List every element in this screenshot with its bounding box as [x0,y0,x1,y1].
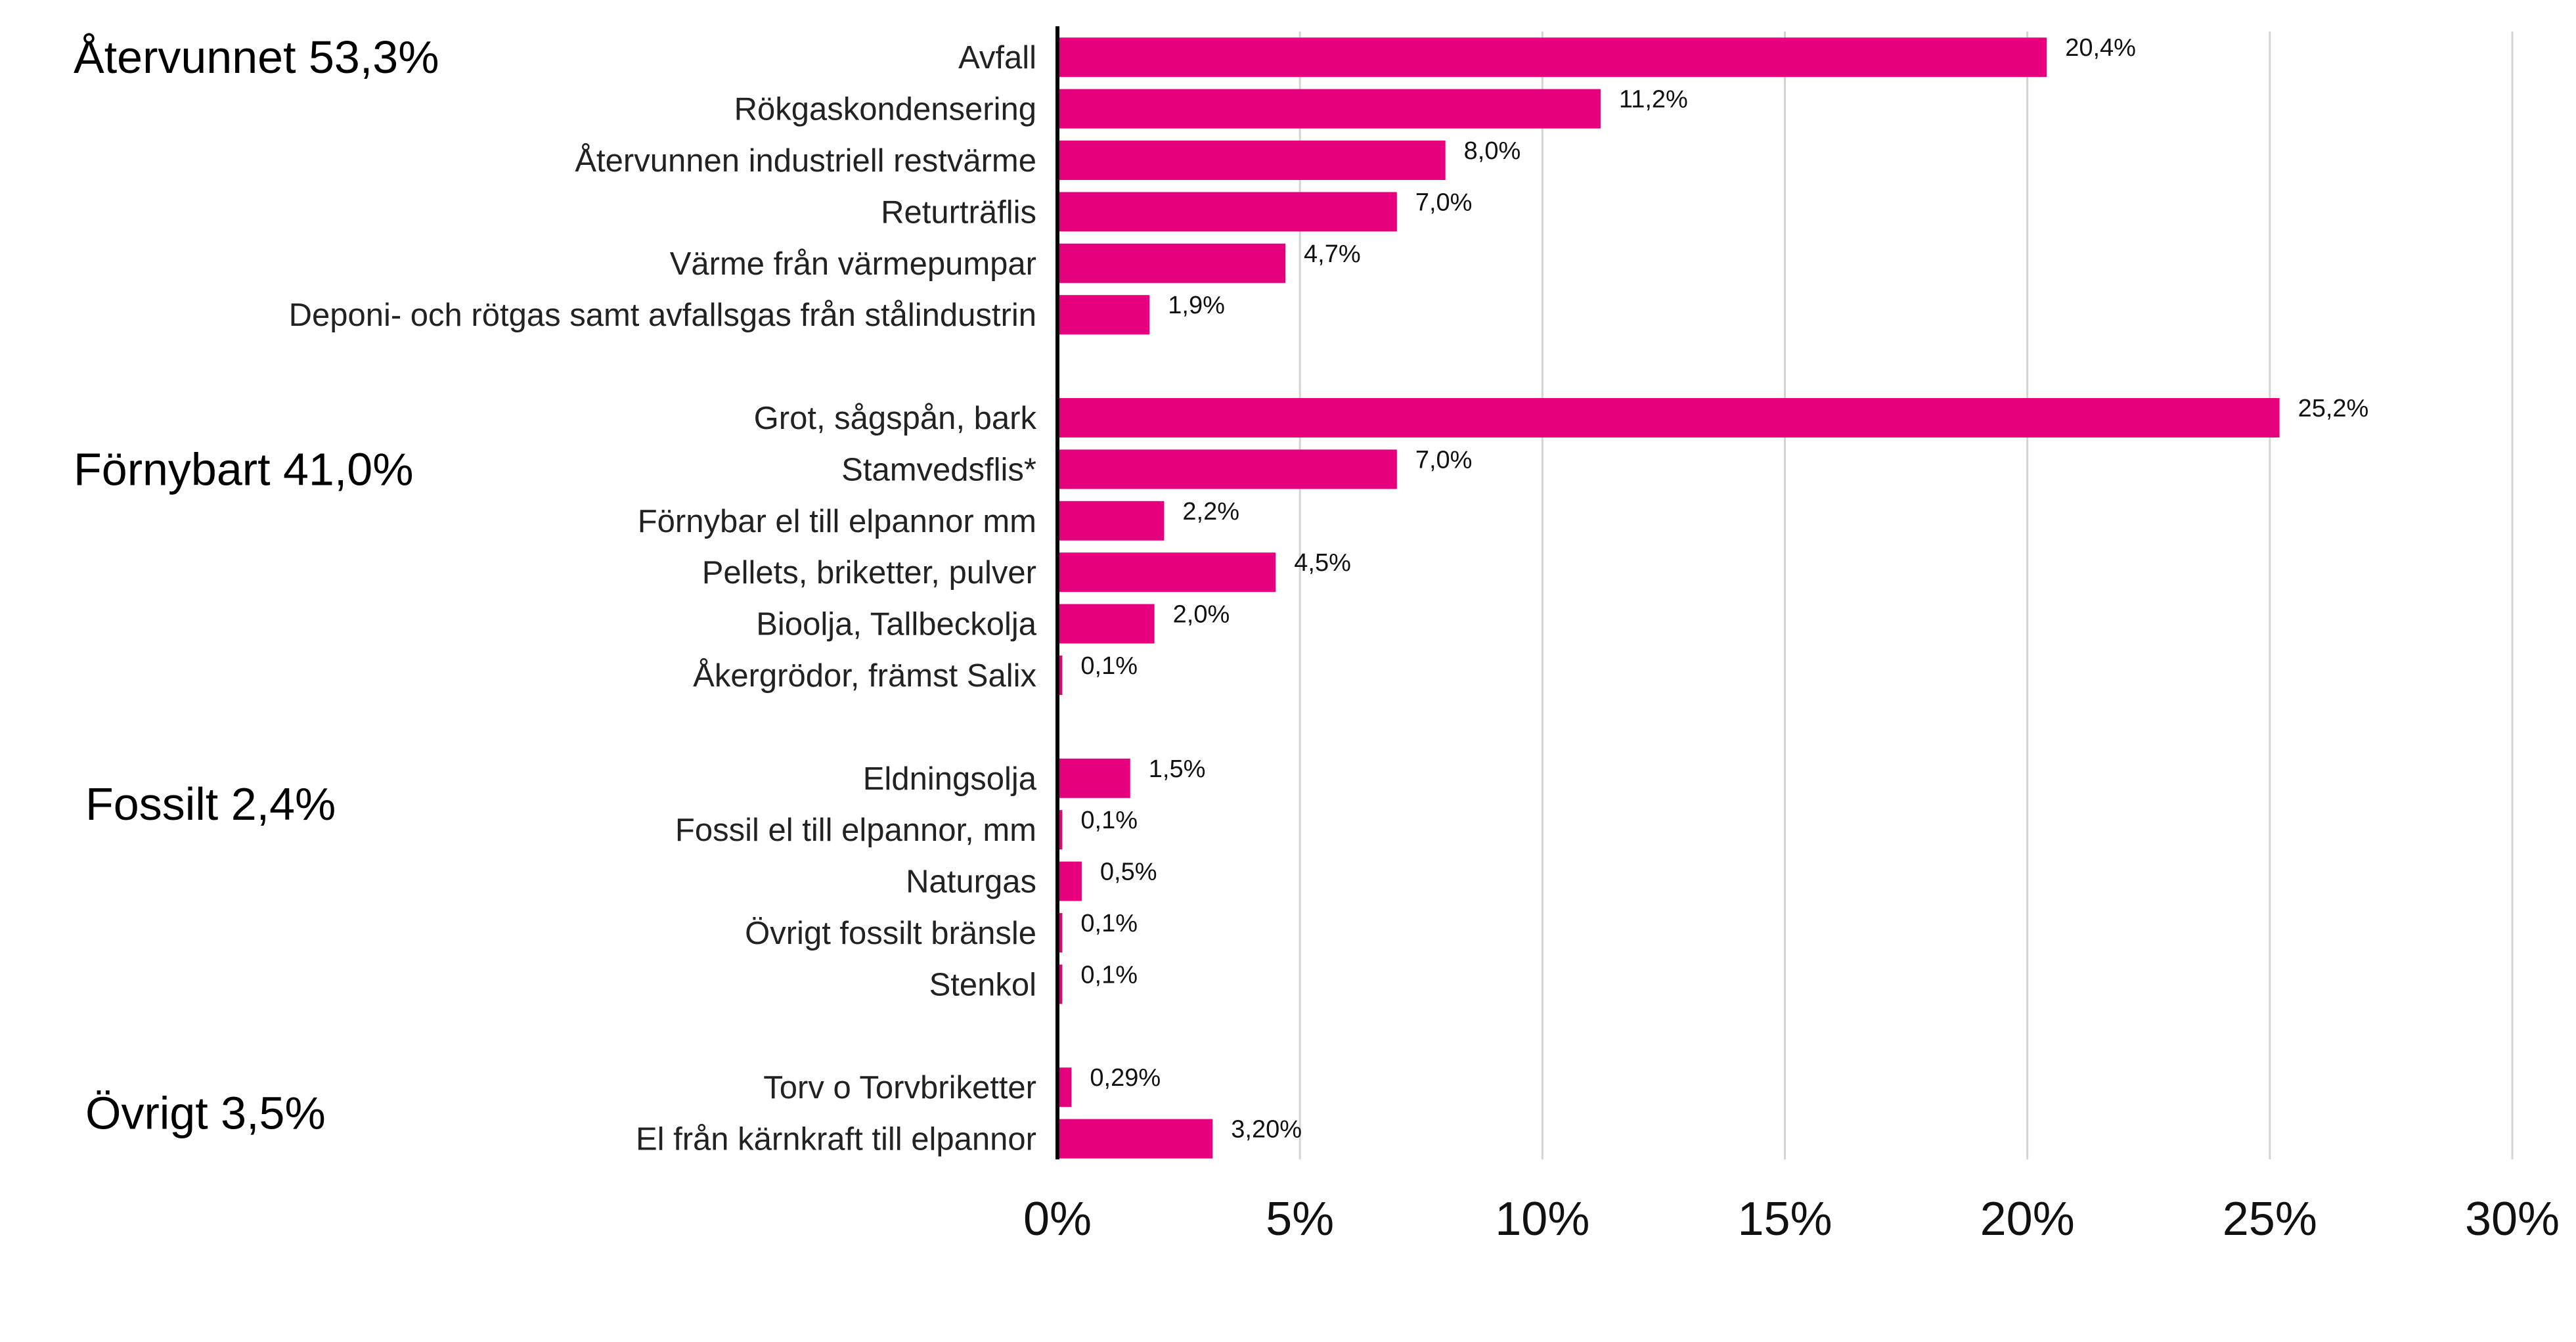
bar [1057,295,1150,335]
category-label: Stamvedsflis* [841,452,1036,487]
bar [1057,913,1063,952]
data-label: 4,5% [1294,549,1351,577]
data-label: 0,29% [1090,1064,1161,1092]
data-label: 1,9% [1168,292,1225,319]
category-label: Torv o Torvbriketter [763,1070,1036,1106]
bar [1057,398,2280,437]
bars [1057,37,2280,1159]
bar [1057,758,1130,798]
bar [1057,243,1286,283]
group-label: Återvunnet 53,3% [74,32,439,83]
data-label: 0,5% [1100,859,1157,886]
data-label: 0,1% [1080,961,1138,989]
category-label: Värme från värmepumpar [670,246,1036,282]
bar [1057,141,1446,180]
data-label: 4,7% [1304,240,1361,268]
category-label: Fossil el till elpannor, mm [675,813,1036,848]
data-label: 1,5% [1149,755,1206,783]
bar [1057,89,1601,129]
category-label: Eldningsolja [863,761,1037,797]
data-label: 0,1% [1080,807,1138,834]
data-label: 2,2% [1182,498,1239,526]
bar [1057,964,1063,1004]
category-label: Övrigt fossilt bränsle [745,916,1036,951]
labels: 0% 5% 10% 15% 20% 25% 30% Avfall 20,4% Rökgaskond… [74,32,2560,1245]
data-label: 7,0% [1415,446,1473,474]
x-tick-label: 25% [2223,1193,2317,1245]
x-tick-label: 20% [1980,1193,2075,1245]
bar [1057,810,1063,850]
bar [1057,604,1155,644]
bar [1057,192,1397,232]
bar [1057,552,1276,593]
x-tick-label: 15% [1737,1193,1832,1245]
category-label: Naturgas [906,864,1036,900]
category-label: Pellets, briketter, pulver [702,555,1036,591]
bar [1057,37,2047,78]
category-label: El från kärnkraft till elpannor [636,1122,1036,1157]
data-label: 0,1% [1080,652,1138,680]
category-label: Rökgaskondensering [734,92,1036,127]
category-label: Bioolja, Tallbeckolja [756,607,1036,642]
data-label: 0,1% [1080,910,1138,937]
data-label: 20,4% [2065,34,2136,62]
bar [1057,1119,1213,1159]
x-tick-label: 0% [1023,1193,1092,1245]
category-label: Returträflis [881,194,1036,230]
bar [1057,656,1063,695]
bar [1057,449,1397,489]
data-label: 11,2% [1619,86,1688,114]
category-label: Åkergrödor, främst Salix [693,658,1036,694]
data-label: 8,0% [1464,137,1521,165]
x-tick-label: 5% [1266,1193,1334,1245]
category-label: Avfall [958,40,1036,76]
category-label: Förnybar el till elpannor mm [638,504,1036,539]
data-label: 3,20% [1231,1116,1302,1144]
bar [1057,1067,1072,1107]
bar [1057,861,1082,901]
bar [1057,501,1165,541]
data-label: 2,0% [1173,601,1230,629]
category-label: Grot, sågspån, bark [754,401,1037,436]
x-tick-label: 30% [2465,1193,2560,1245]
group-label: Övrigt 3,5% [85,1087,326,1138]
gridlines [1299,32,2514,1159]
category-label: Stenkol [929,967,1036,1002]
data-label: 25,2% [2298,395,2369,422]
x-tick-label: 10% [1495,1193,1589,1245]
group-label: Förnybart 41,0% [74,443,413,495]
category-label: Återvunnen industriell restvärme [575,143,1036,179]
category-label: Deponi- och rötgas samt avfallsgas från … [289,298,1036,333]
group-label: Fossilt 2,4% [85,778,336,830]
data-label: 7,0% [1415,189,1473,216]
